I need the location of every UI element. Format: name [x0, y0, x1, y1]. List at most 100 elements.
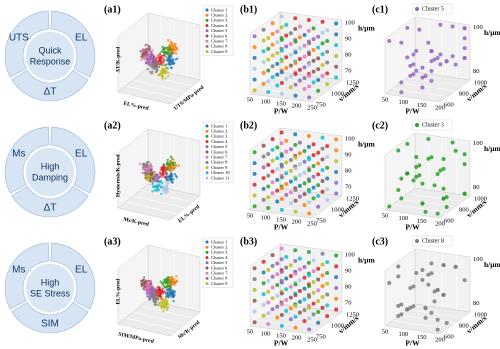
- tick-label: 50: [247, 328, 254, 335]
- box-grid: [407, 309, 463, 318]
- scatter-point: [140, 58, 143, 61]
- legend-label: Cluster 7: [211, 39, 228, 44]
- scatter-point: [145, 50, 148, 53]
- tick-label: 600: [444, 333, 454, 340]
- scatter-point: [441, 263, 446, 268]
- scatter-point: [306, 250, 311, 255]
- donut-label: EL: [75, 33, 88, 44]
- scatter-point: [153, 298, 156, 301]
- scatter-point: [270, 191, 275, 196]
- scatter-point: [293, 50, 298, 55]
- scatter-point: [334, 296, 339, 301]
- scatter-point: [252, 204, 257, 209]
- scatter-point: [399, 196, 404, 201]
- scatter-point: [149, 163, 152, 166]
- scatter-point: [266, 162, 271, 167]
- scatter-point: [334, 307, 339, 312]
- scatter-point: [275, 199, 280, 204]
- tick-label: 1000: [331, 90, 344, 97]
- tick-label: 80: [345, 167, 352, 174]
- scatter-point: [316, 45, 321, 50]
- scatter-point: [297, 299, 302, 304]
- scatter-point: [334, 169, 339, 174]
- scatter-point: [275, 167, 280, 172]
- scatter-point: [325, 198, 330, 203]
- scatter-point: [151, 177, 155, 181]
- scatter-point: [151, 190, 154, 193]
- scatter-point: [167, 175, 170, 178]
- scatter-point: [167, 62, 170, 66]
- scatter-point: [174, 58, 177, 61]
- scatter-point: [156, 180, 159, 183]
- legend-label: Cluster 9: [211, 49, 228, 54]
- scatter-point: [168, 165, 172, 169]
- scatter-point: [266, 289, 271, 294]
- scatter-point: [270, 158, 275, 163]
- scatter-point: [149, 290, 152, 293]
- axis-label: SIM/MPa-pred: [118, 332, 154, 345]
- scatter-point: [261, 165, 266, 170]
- scatter-point: [167, 44, 171, 48]
- scatter-point: [154, 63, 157, 66]
- scatter-point: [320, 146, 325, 151]
- scatter-point: [152, 179, 156, 183]
- scatter-point: [252, 55, 257, 60]
- scatter-point: [396, 274, 401, 279]
- scatter-point: [302, 170, 307, 175]
- tick-label: 150: [417, 218, 427, 225]
- axis-label: h/μm: [358, 140, 376, 149]
- scatter-point: [149, 279, 153, 283]
- scatter-point: [155, 69, 159, 73]
- tick-label: 250: [307, 220, 317, 227]
- scatter-point: [420, 65, 425, 70]
- scatter-point: [146, 174, 150, 177]
- scatter-point: [279, 130, 284, 135]
- scatter-point: [147, 167, 150, 170]
- scatter-point: [288, 158, 293, 163]
- donut-center-text: SE Stress: [30, 288, 71, 298]
- scatter-point: [162, 54, 165, 57]
- tick-label: 800: [459, 322, 469, 329]
- scatter-point: [150, 72, 154, 75]
- scatter-point: [153, 67, 156, 71]
- scatter-point: [284, 287, 289, 292]
- scatter-point: [146, 53, 149, 56]
- scatter-point: [438, 52, 443, 57]
- box-grid: [132, 195, 186, 209]
- scatter-point: [284, 276, 289, 281]
- scatter-point: [270, 64, 275, 69]
- scatter-point: [420, 277, 425, 282]
- scatter-point: [169, 160, 172, 163]
- scatter-point: [153, 290, 156, 293]
- scatter-point: [165, 308, 169, 312]
- scatter-point: [311, 58, 316, 63]
- scatter-point: [297, 78, 302, 83]
- scatter-point: [275, 261, 280, 266]
- scatter-point: [444, 59, 449, 64]
- scatter-point: [261, 49, 266, 54]
- scatter-point: [432, 299, 437, 304]
- scatter-point: [387, 39, 392, 44]
- scatter-point: [156, 286, 159, 289]
- scatter-point: [411, 304, 416, 309]
- scatter-point: [162, 169, 166, 172]
- scatter-point: [154, 303, 157, 306]
- legend-marker: [205, 13, 209, 17]
- scatter-point: [293, 61, 298, 66]
- scatter-point: [432, 183, 437, 188]
- scatter-point: [158, 171, 162, 174]
- scatter-point: [261, 302, 266, 307]
- scatter-point: [166, 158, 170, 162]
- donut-segment: [50, 242, 96, 310]
- scatter-point: [311, 80, 316, 85]
- tick-label: 1250: [346, 79, 359, 86]
- scatter-point: [153, 170, 156, 174]
- scatter-point: [316, 288, 321, 293]
- legend-label: Cluster 9: [211, 165, 228, 170]
- scatter-point: [334, 159, 339, 164]
- scatter-point: [270, 180, 275, 185]
- scatter-point: [162, 57, 165, 61]
- scatter-point: [429, 310, 434, 315]
- donut-center-text: High: [41, 277, 60, 287]
- scatter-point: [387, 280, 392, 285]
